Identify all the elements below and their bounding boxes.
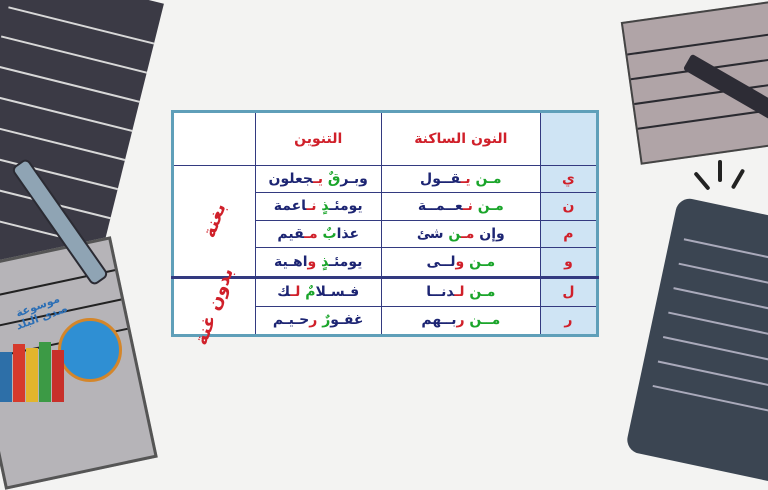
- example-segment: فـسـلا: [315, 284, 360, 301]
- example-segment: مــن: [469, 312, 501, 329]
- example-segment: عــمــة: [417, 198, 463, 215]
- table-row: ر مــن ربــهم غفـورٌ رحـيـم: [173, 305, 599, 337]
- example-segment: مـن: [477, 198, 504, 215]
- example-segment: يـ: [460, 170, 471, 187]
- letter-cell: م: [539, 219, 599, 249]
- header-row: النون الساكنة التنوين: [172, 111, 599, 166]
- with-ghunna-label: بغنة: [198, 200, 231, 241]
- example-segment: عذا: [336, 226, 360, 243]
- example-segment: مـن: [469, 253, 496, 270]
- example-segment: اهـية: [274, 253, 308, 270]
- noon-example-cell: مـن لـدنــا: [380, 275, 541, 307]
- tanween-example-cell: يومئـذٍ نـاعمة: [254, 192, 382, 221]
- group-label-cell: بغنة: [172, 164, 256, 278]
- example-segment: مـ: [460, 226, 475, 243]
- spiral-notebook-decoration: [624, 196, 768, 484]
- books-icon: [0, 340, 70, 402]
- example-segment: و: [307, 253, 317, 270]
- notepad-decoration: [620, 0, 768, 165]
- noon-example-cell: مـن ولــى: [380, 247, 541, 278]
- header-tanween: التنوين: [254, 111, 382, 166]
- example-segment: نـ: [306, 198, 317, 215]
- example-segment: وبـر: [340, 170, 368, 187]
- letter-cell: ي: [539, 164, 599, 194]
- example-segment: قــول: [420, 170, 461, 187]
- example-segment: وإن: [474, 226, 505, 243]
- example-segment: قيم: [277, 226, 305, 243]
- header-group: [172, 111, 256, 166]
- example-segment: يومئـ: [329, 253, 363, 270]
- example-segment: ر: [309, 312, 318, 329]
- tanween-example-cell: فـسـلامٌ لـك: [254, 275, 382, 307]
- letter-cell: و: [539, 247, 599, 278]
- example-segment: يومئـ: [329, 198, 363, 215]
- example-segment: لـ: [454, 284, 465, 301]
- example-segment: لـ: [290, 284, 301, 301]
- tanween-example-cell: وبـرقٌ يـجعلون: [254, 164, 382, 194]
- letter-cell: ل: [539, 275, 599, 307]
- example-segment: ن: [448, 226, 461, 243]
- table-row: ل مـن لـدنــا فـسـلامٌ لـك بدون غنة: [172, 265, 599, 348]
- example-segment: جعلون: [268, 170, 313, 187]
- example-segment: لــى: [426, 253, 456, 270]
- example-segment: اعمة: [273, 198, 307, 215]
- letter-cell: ر: [539, 305, 599, 337]
- tanween-example-cell: غفـورٌ رحـيـم: [254, 305, 382, 337]
- burst-icon: [690, 160, 750, 200]
- header-letter: [539, 111, 599, 166]
- example-segment: مٌ: [305, 284, 316, 301]
- example-segment: بــهم: [421, 312, 457, 329]
- noon-rules-table: النون الساكنة التنوين ي مـن يـقــول وبـرقٌ…: [171, 110, 599, 348]
- example-segment: رٌ: [322, 312, 331, 329]
- noon-example-cell: مـن نـعــمــة: [380, 192, 541, 221]
- letter-cell: ن: [539, 192, 599, 221]
- table-row: م وإن مـن شئ عذابٌ مـقيم: [173, 219, 599, 249]
- example-segment: نـ: [462, 198, 473, 215]
- example-segment: ر: [456, 312, 465, 329]
- example-segment: حـيـم: [272, 312, 310, 329]
- tanween-example-cell: عذابٌ مـقيم: [254, 219, 382, 249]
- example-segment: غفـو: [330, 312, 364, 329]
- example-segment: يـ: [312, 170, 323, 187]
- table-row: ن مـن نـعــمــة يومئـذٍ نـاعمة: [173, 192, 599, 221]
- example-segment: بٌ: [322, 226, 337, 243]
- example-segment: شئ: [416, 226, 449, 243]
- table-row: ي مـن يـقــول وبـرقٌ يـجعلون بغنة: [172, 164, 599, 278]
- example-segment: ذٍ: [321, 253, 330, 270]
- example-segment: ك: [277, 284, 291, 301]
- example-segment: دنــا: [426, 284, 455, 301]
- header-noon-sakina: النون الساكنة: [380, 111, 541, 166]
- without-ghunna-label: بدون غنة: [190, 264, 238, 348]
- noon-example-cell: وإن مـن شئ: [380, 219, 541, 249]
- noon-example-cell: مــن ربــهم: [380, 305, 541, 337]
- group-label-cell: بدون غنة: [172, 265, 256, 348]
- example-segment: ذٍ: [321, 198, 330, 215]
- example-segment: مـن: [475, 170, 502, 187]
- example-segment: مـن: [469, 284, 496, 301]
- example-segment: مـ: [304, 226, 318, 243]
- noon-example-cell: مـن يـقــول: [380, 164, 541, 194]
- example-segment: و: [455, 253, 465, 270]
- example-segment: قٌ: [327, 170, 341, 187]
- tanween-example-cell: يومئـذٍ واهـية: [254, 247, 382, 278]
